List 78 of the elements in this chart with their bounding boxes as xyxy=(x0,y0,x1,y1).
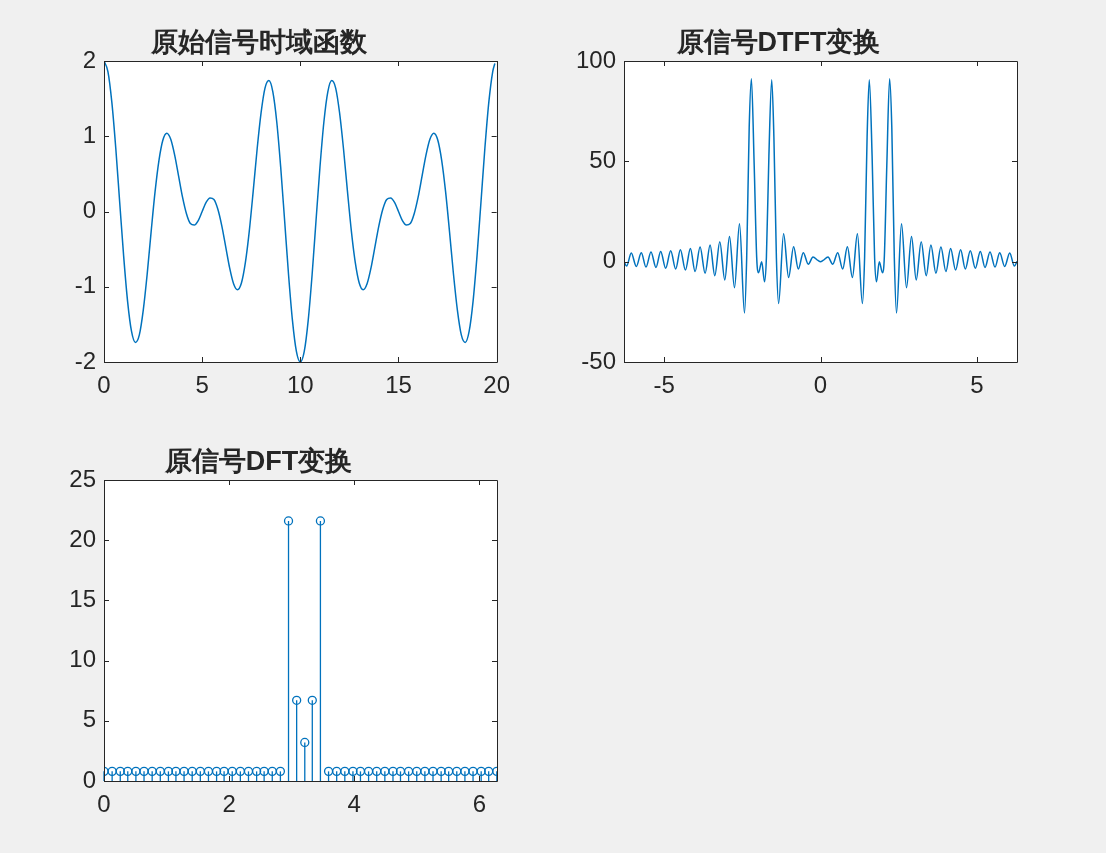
x-tick-label: 10 xyxy=(286,371,314,399)
line-series xyxy=(624,77,1017,314)
point xyxy=(243,766,254,777)
x-tick-label: 5 xyxy=(195,371,209,399)
point xyxy=(380,766,390,777)
point xyxy=(211,766,222,777)
x-tick-label: -5 xyxy=(653,371,675,399)
point xyxy=(203,766,214,777)
point xyxy=(275,766,286,777)
point xyxy=(476,766,486,777)
y-tick-label: 25 xyxy=(69,464,96,492)
y-tick-label: 15 xyxy=(69,585,96,613)
point xyxy=(155,766,165,777)
point xyxy=(452,766,462,777)
point xyxy=(355,766,366,777)
y-tick-label: -1 xyxy=(74,271,96,299)
x-tick-label: 5 xyxy=(970,371,984,399)
point xyxy=(115,766,125,777)
chart-title: 原信号DFT变换 xyxy=(163,445,353,476)
y-tick-label: 5 xyxy=(82,705,96,733)
point xyxy=(179,766,189,777)
point xyxy=(139,766,149,777)
y-tick-label: -50 xyxy=(581,346,616,374)
point xyxy=(195,766,205,777)
point xyxy=(219,766,229,777)
point xyxy=(123,766,133,777)
y-tick-label: 100 xyxy=(575,45,616,73)
y-tick-label: 0 xyxy=(602,246,616,274)
point xyxy=(412,766,422,777)
point xyxy=(251,766,262,777)
point xyxy=(323,766,334,777)
y-tick-label: 0 xyxy=(82,196,96,224)
point xyxy=(315,516,326,526)
point xyxy=(235,766,246,777)
point xyxy=(163,766,174,777)
x-tick-label: 20 xyxy=(483,371,510,399)
point xyxy=(171,766,181,777)
y-tick-label: 50 xyxy=(589,145,616,173)
point xyxy=(395,766,406,777)
point xyxy=(428,766,438,777)
point xyxy=(131,766,141,777)
point xyxy=(187,766,197,777)
point xyxy=(388,766,398,777)
point xyxy=(420,766,430,777)
point xyxy=(332,766,342,777)
point xyxy=(468,766,478,777)
point xyxy=(348,766,358,777)
point xyxy=(363,766,374,777)
point xyxy=(403,766,414,777)
chart-title: 原信号DTFT变换 xyxy=(675,26,881,57)
point xyxy=(484,766,494,777)
point xyxy=(283,516,294,526)
x-tick-label: 0 xyxy=(813,371,828,399)
point xyxy=(460,766,470,777)
point xyxy=(436,766,446,777)
x-tick-label: 4 xyxy=(347,790,361,818)
x-tick-label: 15 xyxy=(385,371,412,399)
point xyxy=(147,766,157,777)
point xyxy=(292,695,302,705)
x-tick-label: 2 xyxy=(222,790,236,818)
point xyxy=(227,766,237,777)
y-tick-label: 2 xyxy=(82,45,96,73)
y-tick-label: 10 xyxy=(69,645,96,673)
y-tick-label: 20 xyxy=(69,524,96,552)
point xyxy=(107,766,117,777)
x-tick-label: 6 xyxy=(472,790,486,818)
point xyxy=(444,766,454,777)
y-tick-label: 1 xyxy=(82,120,96,148)
chart-title: 原始信号时域函数 xyxy=(149,26,368,57)
y-tick-label: 0 xyxy=(82,765,96,793)
point xyxy=(300,737,310,748)
point xyxy=(267,766,277,777)
point xyxy=(372,766,382,777)
point xyxy=(340,766,350,777)
line-series xyxy=(104,61,496,362)
y-tick-label: -2 xyxy=(74,346,96,374)
point xyxy=(259,766,269,777)
point xyxy=(307,695,317,705)
